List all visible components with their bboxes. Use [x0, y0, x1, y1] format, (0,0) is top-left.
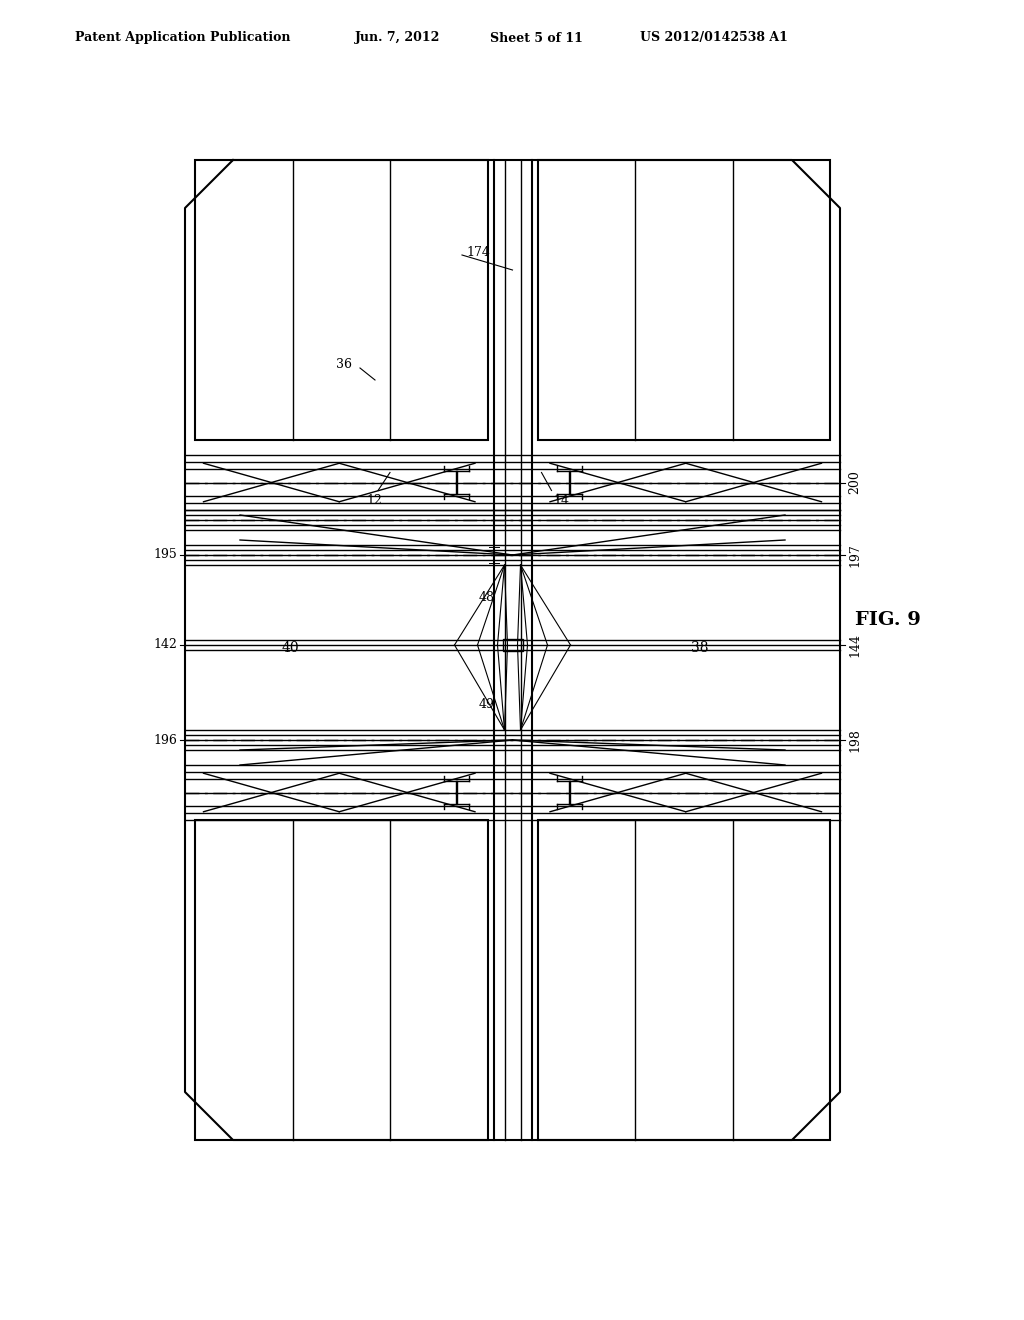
Text: 198: 198	[848, 729, 861, 752]
Text: 200: 200	[848, 470, 861, 495]
Text: Sheet 5 of 11: Sheet 5 of 11	[490, 32, 583, 45]
Text: 142: 142	[154, 639, 177, 652]
Text: 12: 12	[366, 495, 382, 507]
Text: Jun. 7, 2012: Jun. 7, 2012	[355, 32, 440, 45]
Text: 48: 48	[478, 591, 495, 605]
Bar	[195, 820, 487, 1140]
Text: US 2012/0142538 A1: US 2012/0142538 A1	[640, 32, 787, 45]
Text: FIG. 9: FIG. 9	[855, 611, 921, 630]
Text: 49: 49	[478, 698, 495, 711]
Text: 144: 144	[848, 634, 861, 657]
Text: 196: 196	[154, 734, 177, 747]
Bar	[538, 820, 830, 1140]
Text: 36: 36	[336, 359, 352, 371]
Bar	[195, 160, 487, 440]
Text: 197: 197	[848, 543, 861, 566]
Text: 14: 14	[554, 495, 569, 507]
Text: 38: 38	[691, 640, 709, 655]
Bar	[538, 160, 830, 440]
Bar	[503, 639, 522, 651]
Text: 174: 174	[466, 246, 489, 259]
Text: 195: 195	[154, 549, 177, 561]
Text: Patent Application Publication: Patent Application Publication	[75, 32, 291, 45]
Text: 40: 40	[282, 640, 299, 655]
